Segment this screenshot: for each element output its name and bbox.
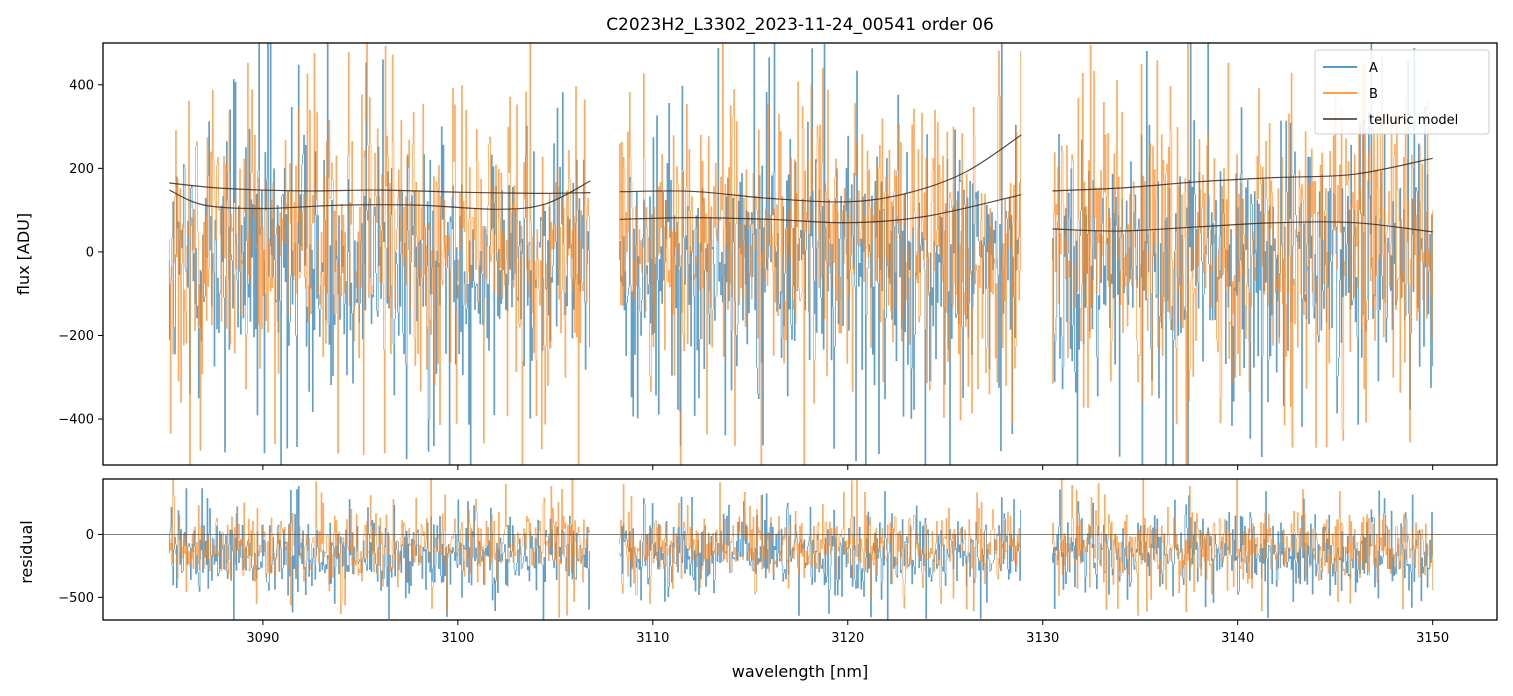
residual-x-ticks: 3090 3100 3110 3120 3130 3140 3150 xyxy=(246,620,1449,646)
x-tick-label: 3150 xyxy=(1416,631,1449,646)
residual-y-axis-label: residual xyxy=(17,520,36,583)
flux-y-axis-label: flux [ADU] xyxy=(14,213,33,295)
telluric-model-curve-2 xyxy=(169,180,591,210)
flux-y-tick-label: −400 xyxy=(58,413,94,428)
flux-data-area xyxy=(168,43,1433,465)
residual-panel: −500 0 3090 3100 3110 3120 3130 3140 3150 resid… xyxy=(17,478,1498,646)
flux-x-ticks xyxy=(262,465,1434,470)
telluric-model-curve-3 xyxy=(619,134,1022,203)
flux-y-tick-label: 0 xyxy=(86,245,94,260)
legend: A B telluric model xyxy=(1314,49,1490,135)
series-b-residual-segment-2 xyxy=(619,480,1021,612)
telluric-model-curve-4 xyxy=(619,194,1022,224)
series-b-flux-segment-3 xyxy=(1052,43,1433,465)
x-tick-label: 3090 xyxy=(246,631,279,646)
series-b-residual-segment-1 xyxy=(168,479,590,618)
telluric-model-curve-1 xyxy=(169,182,591,195)
x-tick-label: 3110 xyxy=(636,631,669,646)
residual-y-ticks: −500 0 xyxy=(58,528,103,606)
legend-label-telluric-model: telluric model xyxy=(1369,113,1458,128)
x-axis-label: wavelength [nm] xyxy=(732,662,869,681)
flux-y-tick-label: 200 xyxy=(69,162,94,177)
series-b-residual-segment-3 xyxy=(1052,479,1433,616)
x-tick-label: 3130 xyxy=(1026,631,1059,646)
telluric-model-curve-5 xyxy=(1052,157,1433,192)
x-tick-label: 3140 xyxy=(1221,631,1254,646)
flux-y-tick-label: 400 xyxy=(69,78,94,93)
x-tick-label: 3100 xyxy=(441,631,474,646)
x-tick-label: 3120 xyxy=(831,631,864,646)
flux-panel: −400 −200 0 200 400 flux [ADU] A B telluric … xyxy=(14,42,1498,470)
residual-axes-frame xyxy=(102,478,1498,621)
flux-y-tick-label: −200 xyxy=(58,329,94,344)
series-b-flux-segment-1 xyxy=(168,43,590,465)
flux-axes-frame xyxy=(102,42,1498,466)
legend-label-a: A xyxy=(1369,61,1378,76)
residual-data-area xyxy=(103,479,1497,620)
residual-y-tick-label: −500 xyxy=(58,591,94,606)
telluric-model-curve-6 xyxy=(1052,221,1433,233)
legend-box xyxy=(1314,49,1490,135)
chart-title: C2023H2_L3302_2023-11-24_00541 order 06 xyxy=(606,15,994,35)
legend-label-b: B xyxy=(1369,87,1378,102)
residual-y-tick-label: 0 xyxy=(86,528,94,543)
flux-y-ticks: −400 −200 0 200 400 xyxy=(58,78,103,428)
